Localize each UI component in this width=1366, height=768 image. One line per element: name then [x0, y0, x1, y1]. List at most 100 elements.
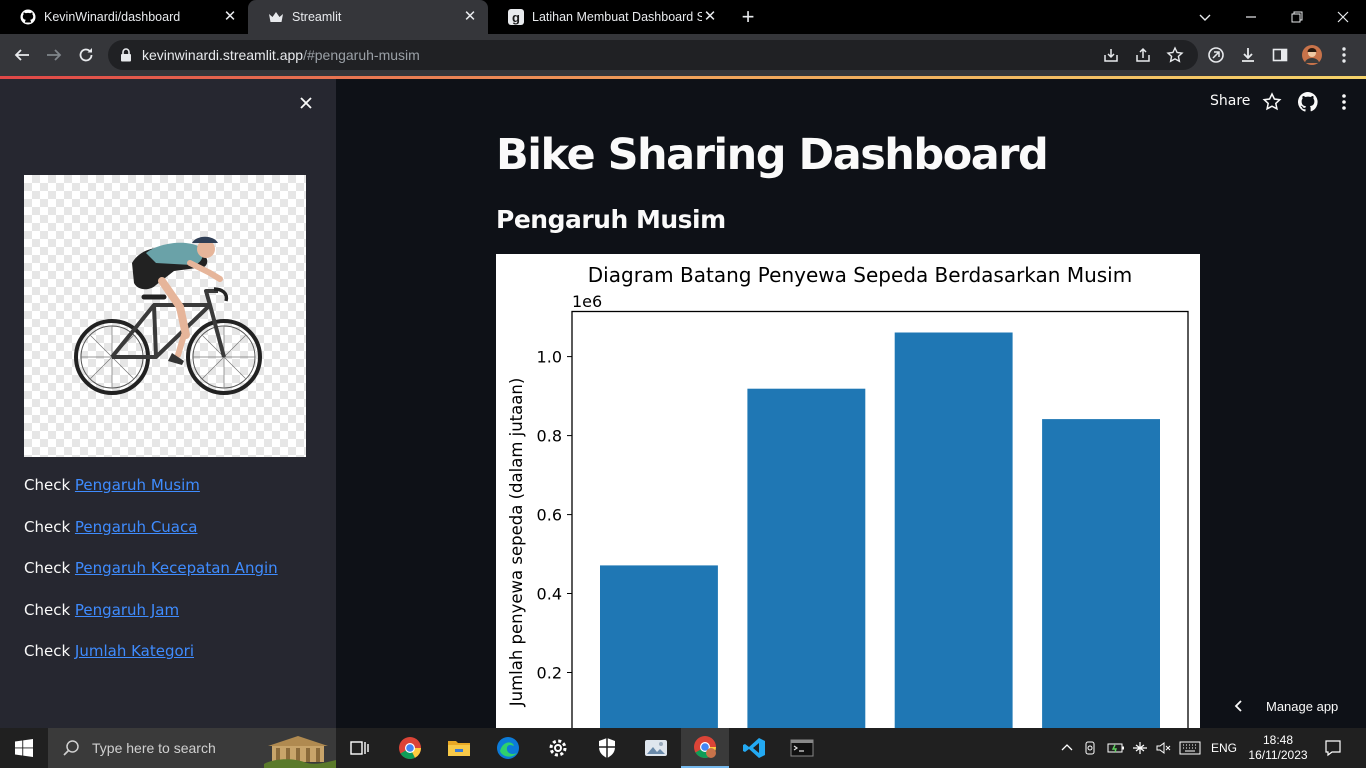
page-load-accent-bar: [0, 76, 1366, 79]
nav-check-jumlah-kategori: Check Jumlah Kategori: [24, 642, 194, 660]
notifications-icon[interactable]: [1320, 728, 1346, 768]
chart-y-axis-label: Jumlah penyewa sepeda (dalam jutaan): [507, 378, 526, 708]
link-pengaruh-cuaca[interactable]: Pengaruh Cuaca: [74, 518, 198, 536]
downloads-icon[interactable]: [1238, 45, 1258, 65]
language-indicator[interactable]: ENG: [1210, 741, 1237, 755]
chrome-profile-active-icon[interactable]: [681, 728, 729, 768]
keyboard-icon[interactable]: [1178, 728, 1202, 768]
search-highlight-landmark-icon: [264, 736, 336, 768]
chart-y-tick-label: 0.8: [537, 427, 562, 446]
tray-chevron-up-icon[interactable]: [1058, 728, 1076, 768]
app-menu-icon[interactable]: [1334, 92, 1354, 112]
address-bar[interactable]: kevinwinardi.streamlit.app/#pengaruh-mus…: [108, 40, 1198, 70]
file-explorer-icon[interactable]: [435, 728, 483, 768]
tab-github[interactable]: KevinWinardi/dashboard ✕: [0, 0, 248, 34]
chart-title: Diagram Batang Penyewa Sepeda Berdasarka…: [588, 263, 1132, 287]
tab-streamlit[interactable]: Streamlit ✕: [248, 0, 488, 34]
windows-taskbar: Type here to search: [0, 728, 1366, 768]
link-pengaruh-kecepatan-angin[interactable]: Pengaruh Kecepatan Angin: [74, 559, 278, 577]
url-host: kevinwinardi.streamlit.app: [142, 47, 304, 63]
photos-app-icon[interactable]: [632, 728, 680, 768]
search-icon: [63, 740, 79, 756]
vscode-icon[interactable]: [730, 728, 778, 768]
chart-offset-label: 1e6: [572, 292, 602, 311]
edge-icon[interactable]: [484, 728, 532, 768]
clock-date: 16/11/2023: [1248, 748, 1308, 762]
nav-check-prefix: Check: [24, 559, 75, 577]
bookmark-star-icon[interactable]: [1166, 46, 1184, 64]
chart-plot-frame: [571, 310, 1189, 728]
chevron-left-icon: [1234, 700, 1242, 712]
task-view-icon[interactable]: [336, 728, 384, 768]
star-icon[interactable]: [1262, 92, 1282, 112]
windows-start-icon[interactable]: [0, 728, 48, 768]
nav-check-pengaruh-musim: Check Pengaruh Musim: [24, 476, 200, 494]
close-icon[interactable]: ✕: [463, 8, 477, 25]
taskbar-search-box[interactable]: Type here to search: [48, 728, 336, 768]
volume-muted-icon[interactable]: [1154, 728, 1172, 768]
link-jumlah-kategori[interactable]: Jumlah Kategori: [74, 642, 195, 660]
forward-arrow-icon[interactable]: [43, 44, 65, 66]
chart-bar: [747, 388, 866, 728]
github-icon: [20, 9, 36, 25]
profile-avatar-icon[interactable]: [1302, 45, 1322, 65]
tab-search-chevron-icon[interactable]: [1196, 8, 1214, 26]
battery-charging-icon[interactable]: [1106, 728, 1126, 768]
url-text[interactable]: kevinwinardi.streamlit.app/#pengaruh-mus…: [142, 47, 420, 63]
streamlit-crown-icon: [268, 9, 284, 25]
minimize-icon[interactable]: [1242, 8, 1260, 26]
cyclist-image: [24, 175, 306, 457]
back-arrow-icon[interactable]: [11, 44, 33, 66]
close-sidebar-icon[interactable]: [296, 93, 316, 113]
tab-title: Latihan Membuat Dashboard Se: [532, 10, 702, 24]
lock-icon[interactable]: [120, 48, 132, 62]
browser-menu-icon[interactable]: [1334, 45, 1354, 65]
link-pengaruh-musim[interactable]: Pengaruh Musim: [74, 476, 200, 494]
chrome-icon[interactable]: [386, 728, 434, 768]
share-page-icon[interactable]: [1134, 46, 1152, 64]
nav-check-prefix: Check: [24, 476, 75, 494]
close-icon[interactable]: ✕: [223, 8, 237, 25]
share-button[interactable]: Share: [1210, 93, 1251, 109]
cyclist-illustration: [74, 236, 262, 395]
manage-app-label: Manage app: [1266, 698, 1339, 714]
reload-icon[interactable]: [75, 44, 97, 66]
link-pengaruh-jam[interactable]: Pengaruh Jam: [74, 601, 180, 619]
new-tab-icon[interactable]: +: [741, 4, 755, 29]
manage-app-button[interactable]: Manage app: [1232, 692, 1338, 720]
section-title: Pengaruh Musim: [496, 205, 726, 234]
nav-check-pengaruh-cuaca: Check Pengaruh Cuaca: [24, 518, 197, 536]
nav-check-prefix: Check: [24, 601, 75, 619]
nav-check-prefix: Check: [24, 518, 75, 536]
meet-now-icon[interactable]: [1082, 728, 1100, 768]
page-title: Bike Sharing Dashboard: [496, 130, 1049, 180]
settings-gear-icon[interactable]: [534, 728, 582, 768]
windows-security-icon[interactable]: [583, 728, 631, 768]
taskbar-search-placeholder: Type here to search: [92, 740, 216, 756]
chart-y-tick-label: 1.0: [537, 348, 562, 367]
window-close-icon[interactable]: [1334, 8, 1352, 26]
svg-text:g: g: [512, 10, 520, 25]
restore-icon[interactable]: [1288, 8, 1306, 26]
clock[interactable]: 18:48 16/11/2023: [1246, 728, 1310, 768]
dicoding-icon: g: [508, 9, 524, 25]
side-panel-icon[interactable]: [1270, 45, 1290, 65]
network-icon[interactable]: [1130, 728, 1150, 768]
extension-icon[interactable]: [1206, 45, 1226, 65]
install-app-icon[interactable]: [1102, 46, 1120, 64]
github-icon[interactable]: [1297, 92, 1318, 112]
nav-check-pengaruh-kecepatan-angin: Check Pengaruh Kecepatan Angin: [24, 559, 278, 577]
chart-svg: Diagram Batang Penyewa Sepeda Berdasarka…: [507, 263, 1189, 728]
tab-title: Streamlit: [292, 10, 342, 24]
chart-y-tick-label: 0.4: [537, 585, 562, 604]
chart-y-tick-label: 0.6: [537, 506, 562, 525]
chart-bar: [1042, 419, 1160, 728]
browser-tab-strip: KevinWinardi/dashboard ✕ Streamlit ✕ g L…: [0, 0, 1366, 34]
chart-bar: [600, 565, 718, 728]
terminal-icon[interactable]: [778, 728, 826, 768]
tab-title: KevinWinardi/dashboard: [44, 10, 181, 24]
close-icon[interactable]: ✕: [703, 8, 717, 25]
tab-dicoding[interactable]: g Latihan Membuat Dashboard Se ✕: [488, 0, 728, 34]
chart-bar: [894, 332, 1013, 728]
season-bar-chart: Diagram Batang Penyewa Sepeda Berdasarka…: [496, 254, 1200, 728]
